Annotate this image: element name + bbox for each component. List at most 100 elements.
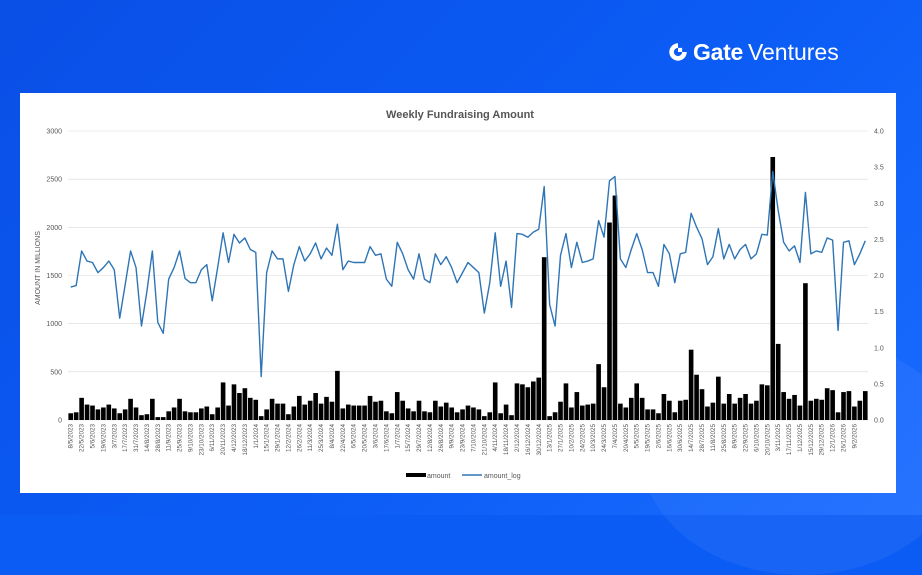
bar <box>737 397 743 420</box>
bar <box>160 417 166 420</box>
bar <box>329 401 335 420</box>
y-tick-label: 2000 <box>46 225 62 232</box>
bar <box>373 401 378 420</box>
bar <box>362 405 367 420</box>
bar <box>672 412 678 420</box>
bar <box>242 388 248 420</box>
bar <box>732 403 737 420</box>
bar <box>193 412 199 420</box>
bar <box>552 412 558 420</box>
bar <box>454 412 460 420</box>
x-tick-label: 17/7/2023 <box>122 424 129 453</box>
bar <box>335 370 340 420</box>
bar <box>841 392 846 420</box>
x-tick-label: 3/6/2024 <box>372 424 379 449</box>
x-tick-label: 25/8/2025 <box>721 424 728 453</box>
bar <box>389 413 395 420</box>
y2-tick-label: 4.0 <box>874 129 884 136</box>
x-tick-label: 3/11/2025 <box>775 424 782 452</box>
bar <box>433 400 438 420</box>
bar <box>150 398 155 420</box>
gate-ventures-logo: Gate Ventures <box>667 38 839 66</box>
x-tick-label: 25/3/2024 <box>318 424 325 453</box>
y-tick-label: 2500 <box>46 177 62 184</box>
bar <box>846 391 852 420</box>
gate-logo-icon <box>669 43 687 61</box>
y-tick-label: 1000 <box>46 321 62 328</box>
bar <box>754 400 759 420</box>
x-tick-label: 2/12/2024 <box>514 424 521 453</box>
bar <box>536 377 542 420</box>
bar <box>117 413 123 420</box>
bar <box>601 387 607 420</box>
brand-name-bold: Gate <box>693 38 743 65</box>
bar <box>280 403 286 420</box>
bar <box>356 405 362 420</box>
bar <box>226 405 231 420</box>
bar <box>683 399 688 420</box>
x-tick-label: 16/6/2025 <box>666 424 673 453</box>
left-axis-ticks: 0 500 1000 1500 2000 2500 3000 <box>46 129 62 425</box>
x-tick-label: 20/5/2024 <box>362 424 369 453</box>
legend-swatch-amount <box>406 473 426 477</box>
bar <box>650 409 656 420</box>
y2-tick-label: 1.5 <box>874 309 884 316</box>
bar <box>296 395 302 420</box>
bar <box>313 393 318 420</box>
bar <box>786 398 792 420</box>
bar <box>275 403 280 420</box>
x-axis-ticks: 8/5/2023 22/5/2023 5/6/2023 19/6/2023 3/7/20… <box>68 424 859 456</box>
y-tick-label: 500 <box>50 369 62 376</box>
chart-title: Weekly Fundraising Amount <box>386 109 534 121</box>
bar <box>862 391 868 420</box>
x-tick-label: 8/5/2023 <box>68 424 75 449</box>
brand-name-regular: Ventures <box>747 38 839 65</box>
y2-tick-label: 0.5 <box>874 381 884 388</box>
bar <box>405 408 411 420</box>
bar <box>438 406 444 420</box>
x-tick-label: 28/8/2023 <box>155 424 162 453</box>
x-tick-label: 10/2/2025 <box>568 424 575 453</box>
bar <box>68 413 74 420</box>
bar <box>400 400 406 420</box>
x-tick-label: 12/2/2024 <box>285 424 292 453</box>
x-tick-label: 20/11/2023 <box>220 424 227 456</box>
x-tick-label: 16/12/2024 <box>525 424 532 456</box>
x-tick-label: 22/5/2023 <box>79 424 86 453</box>
bar <box>852 406 857 420</box>
gridlines <box>68 130 868 421</box>
line-series-amount-log <box>70 170 866 378</box>
bar <box>803 283 808 420</box>
bar <box>111 408 117 420</box>
series-line <box>70 170 866 378</box>
x-tick-label: 14/7/2025 <box>688 424 695 453</box>
x-tick-label: 21/10/2024 <box>481 424 488 456</box>
bar <box>411 411 416 420</box>
x-tick-label: 30/12/2024 <box>536 424 543 456</box>
bar <box>476 409 482 420</box>
bar <box>667 400 672 420</box>
x-tick-label: 20/4/2025 <box>623 424 630 453</box>
bar <box>590 403 596 420</box>
bar <box>585 404 591 420</box>
bar <box>144 414 150 420</box>
bar <box>748 403 754 420</box>
bar <box>367 395 373 420</box>
bar <box>291 406 297 420</box>
x-tick-label: 14/8/2023 <box>144 424 151 453</box>
bar <box>106 404 112 420</box>
x-tick-label: 22/9/2025 <box>743 424 750 453</box>
bar <box>307 400 313 420</box>
y2-tick-label: 3.5 <box>874 165 884 172</box>
bar <box>705 406 710 420</box>
x-tick-label: 15/1/2024 <box>264 424 271 453</box>
x-tick-label: 23/9/2024 <box>460 424 467 453</box>
bar <box>378 400 384 420</box>
bar <box>394 392 400 420</box>
bar <box>199 408 204 420</box>
x-tick-label: 17/11/2025 <box>786 424 793 456</box>
x-tick-label: 24/2/2025 <box>579 424 586 453</box>
x-tick-label: 31/7/2023 <box>133 424 140 453</box>
x-tick-label: 26/1/2026 <box>841 424 848 453</box>
x-tick-label: 4/12/2023 <box>231 424 238 453</box>
